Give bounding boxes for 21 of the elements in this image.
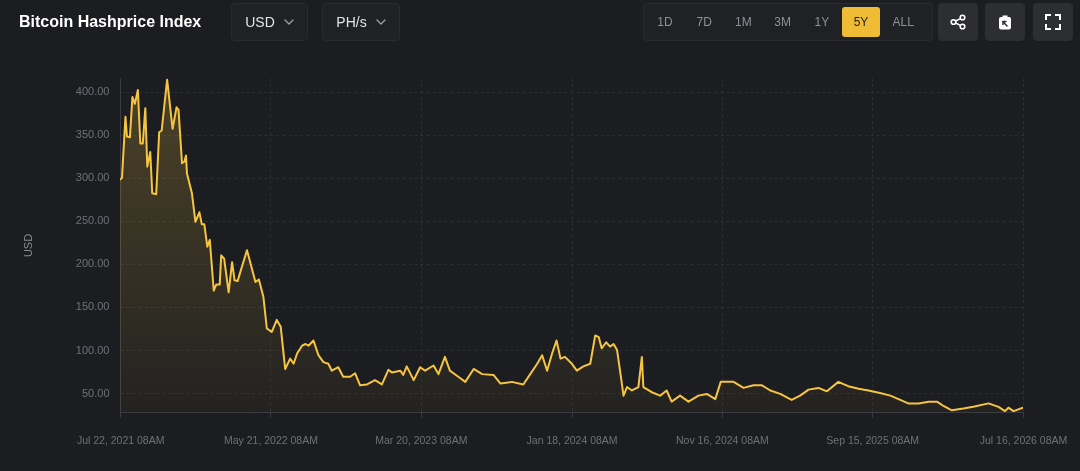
dropdown: USD xyxy=(231,3,308,41)
y-tick-label: 200.00 xyxy=(75,257,110,270)
y-tick-label: 50.00 xyxy=(81,386,110,399)
dropdown: PH/s xyxy=(322,3,400,41)
x-tick-label: Jul 16, 2026 08AM xyxy=(979,433,1068,446)
x-tick-label: Sep 15, 2025 08AM xyxy=(826,433,920,446)
selected-button: 5Y xyxy=(842,7,880,37)
y-tick-label: 400.00 xyxy=(75,85,110,98)
y-tick-label: 300.00 xyxy=(75,171,110,184)
y-tick-label: 150.00 xyxy=(75,300,110,313)
x-tick-label: Mar 20, 2023 08AM xyxy=(375,433,468,446)
x-tick-label: May 21, 2022 08AM xyxy=(223,433,318,446)
chart-title: Bitcoin Hashprice Index xyxy=(19,13,202,30)
y-tick-label: 250.00 xyxy=(75,214,110,227)
x-tick-label: Jan 18, 2024 08AM xyxy=(526,433,618,446)
y-tick-label: 100.00 xyxy=(75,343,110,356)
range-selector: 1D 7D 1M 3M 1Y 5Y ALL xyxy=(643,3,933,41)
y-tick-label: 350.00 xyxy=(75,128,110,141)
x-tick-label: Nov 16, 2024 08AM xyxy=(675,433,769,446)
x-tick-label: Jul 22, 2021 08AM xyxy=(76,433,165,446)
y-axis-title: USD xyxy=(21,233,34,258)
